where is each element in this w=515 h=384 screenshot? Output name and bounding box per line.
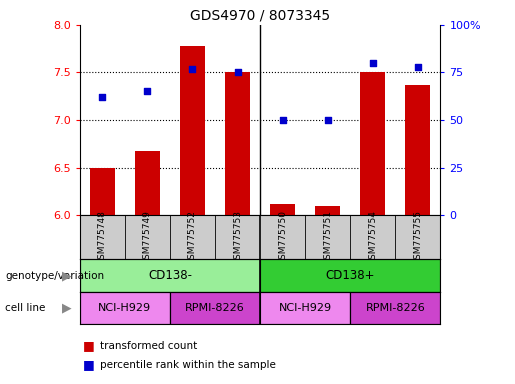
Bar xyxy=(170,292,260,324)
Text: RPMI-8226: RPMI-8226 xyxy=(185,303,245,313)
Text: NCI-H929: NCI-H929 xyxy=(279,303,332,313)
Text: ▶: ▶ xyxy=(62,302,72,314)
Bar xyxy=(80,259,260,292)
Text: GSM775749: GSM775749 xyxy=(143,210,152,265)
Point xyxy=(98,94,107,100)
Text: ■: ■ xyxy=(82,358,94,371)
Bar xyxy=(360,73,385,215)
Bar xyxy=(270,204,295,215)
Text: GSM775752: GSM775752 xyxy=(188,210,197,265)
Text: CD138-: CD138- xyxy=(148,269,192,282)
Title: GDS4970 / 8073345: GDS4970 / 8073345 xyxy=(190,8,330,22)
Bar xyxy=(350,292,440,324)
Text: GSM775754: GSM775754 xyxy=(368,210,377,265)
Bar xyxy=(260,259,440,292)
Point xyxy=(323,117,332,123)
Point xyxy=(279,117,287,123)
Bar xyxy=(80,292,170,324)
Text: GSM775751: GSM775751 xyxy=(323,210,332,265)
Text: RPMI-8226: RPMI-8226 xyxy=(365,303,425,313)
Text: GSM775753: GSM775753 xyxy=(233,210,242,265)
Point xyxy=(188,66,197,72)
Bar xyxy=(260,292,350,324)
Text: percentile rank within the sample: percentile rank within the sample xyxy=(100,360,277,370)
Bar xyxy=(135,151,160,215)
Bar xyxy=(90,167,115,215)
Text: NCI-H929: NCI-H929 xyxy=(98,303,151,313)
Point xyxy=(414,64,422,70)
Text: CD138+: CD138+ xyxy=(325,269,375,282)
Text: GSM775755: GSM775755 xyxy=(414,210,422,265)
Point xyxy=(233,70,242,76)
Bar xyxy=(315,205,340,215)
Text: GSM775750: GSM775750 xyxy=(278,210,287,265)
Bar xyxy=(180,46,205,215)
Text: GSM775748: GSM775748 xyxy=(98,210,107,265)
Point xyxy=(369,60,377,66)
Bar xyxy=(225,73,250,215)
Text: genotype/variation: genotype/variation xyxy=(5,270,104,281)
Text: cell line: cell line xyxy=(5,303,45,313)
Text: transformed count: transformed count xyxy=(100,341,198,351)
Point xyxy=(143,88,151,94)
Text: ■: ■ xyxy=(82,339,94,352)
Text: ▶: ▶ xyxy=(62,269,72,282)
Bar xyxy=(405,85,430,215)
